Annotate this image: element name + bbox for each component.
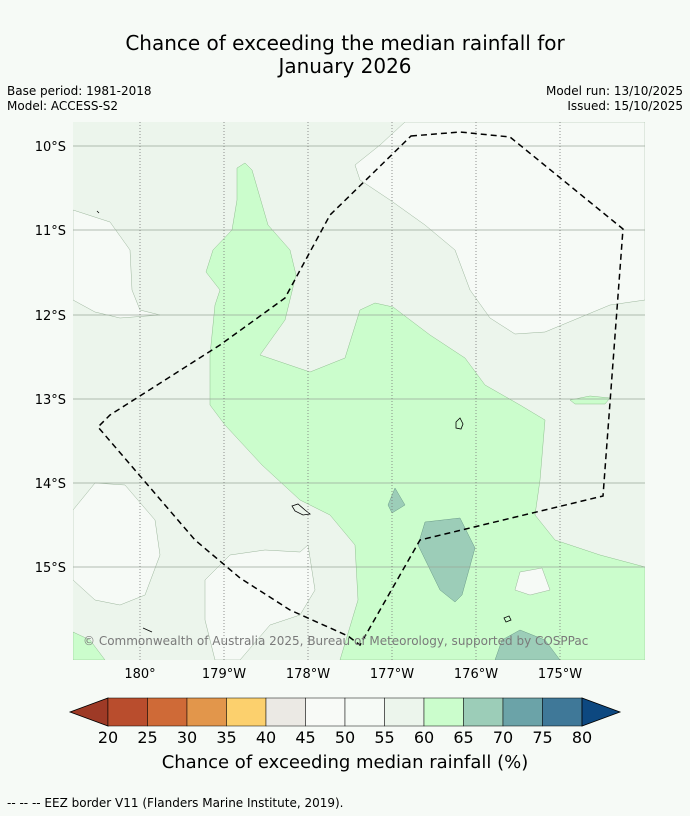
region-50-55-south — [204, 544, 316, 660]
colorbar-label: Chance of exceeding median rainfall (%) — [161, 752, 529, 773]
colorbar-bin — [344, 697, 385, 727]
chart-title: Chance of exceeding the median rainfall … — [0, 32, 690, 78]
colorbar-bin — [423, 697, 464, 727]
copyright-notice: © Commonwealth of Australia 2025, Bureau… — [83, 634, 588, 648]
lon-label-180: 180° — [124, 667, 155, 682]
colorbar-bin — [147, 697, 188, 727]
colorbar-tick-label: 75 — [532, 728, 553, 747]
colorbar-extend-high — [581, 697, 622, 727]
lon-label-175w: 175°W — [538, 667, 582, 682]
colorbar-bin — [107, 697, 148, 727]
base-period: Base period: 1981-2018 — [7, 84, 152, 98]
region-50-55-northwest — [73, 209, 161, 319]
colorbar-tick-label: 60 — [413, 728, 435, 747]
colorbar-tick-label: 50 — [334, 728, 356, 747]
colorbar-tick-label: 40 — [255, 728, 277, 747]
region-65-70-c — [494, 629, 561, 660]
colorbar-bin — [542, 697, 583, 727]
lat-tick-labels: 10°S 11°S 12°S 13°S 14°S 15°S — [35, 140, 66, 576]
colorbar-tick-labels: 20 25 30 35 40 45 50 55 60 65 70 75 80 — [0, 728, 690, 748]
colorbar-tick-label: 65 — [453, 728, 474, 747]
issued-date: Issued: 15/10/2025 — [567, 99, 683, 113]
lat-label-10s: 10°S — [35, 140, 66, 155]
lon-label-178w: 178°W — [286, 667, 330, 682]
land-island-a — [455, 417, 464, 430]
colorbar-bin — [265, 697, 306, 727]
lon-label-177w: 177°W — [370, 667, 414, 682]
land-island-b — [291, 503, 311, 516]
title-line-2: January 2026 — [278, 54, 412, 78]
region-50-55-island — [514, 567, 551, 596]
lat-label-15s: 15°S — [35, 561, 66, 576]
meta-left: Base period: 1981-2018 Model: ACCESS-S2 — [7, 84, 152, 114]
colorbar-bin — [226, 697, 267, 727]
eez-border — [96, 131, 624, 647]
title-line-1: Chance of exceeding the median rainfall … — [125, 31, 565, 55]
colorbar-bin — [305, 697, 346, 727]
region-50-55-northeast — [354, 122, 645, 335]
land-island-d — [142, 627, 153, 633]
region-60-65-southwest — [73, 631, 106, 660]
region-60-65-main — [205, 162, 645, 660]
region-50-55-west — [73, 482, 161, 606]
colorbar-tick-label: 30 — [176, 728, 198, 747]
lon-tick-labels: 180° 179°W 178°W 177°W 176°W 175°W — [124, 667, 582, 682]
lon-label-179w: 179°W — [202, 667, 246, 682]
colorbar-tick-label: 35 — [216, 728, 237, 747]
region-60-65-east — [569, 395, 611, 405]
lat-label-12s: 12°S — [35, 309, 66, 324]
region-65-70-a — [417, 517, 476, 603]
land-island-c — [503, 615, 512, 623]
colorbar-tick-label: 20 — [97, 728, 119, 747]
colorbar-tick-label: 45 — [295, 728, 316, 747]
colorbar-tick-label: 55 — [374, 728, 395, 747]
model-name: Model: ACCESS-S2 — [7, 99, 119, 113]
colorbar-tick-label: 80 — [571, 728, 593, 747]
land-island-e — [96, 210, 100, 214]
colorbar-tick-label: 25 — [137, 728, 158, 747]
colorbar-bin — [502, 697, 543, 727]
lon-label-176w: 176°W — [454, 667, 498, 682]
colorbar — [68, 697, 622, 727]
eez-legend-note: -- -- -- EEZ border V11 (Flanders Marine… — [7, 796, 344, 810]
lat-label-13s: 13°S — [35, 393, 66, 408]
model-run: Model run: 13/10/2025 — [545, 84, 683, 98]
lat-label-14s: 14°S — [35, 477, 66, 492]
colorbar-extend-low — [68, 697, 109, 727]
colorbar-tick-label: 70 — [492, 728, 514, 747]
colorbar-bin — [186, 697, 227, 727]
lat-gridlines — [73, 145, 645, 568]
lat-label-11s: 11°S — [35, 224, 66, 239]
meta-right: Model run: 13/10/2025 Issued: 15/10/2025 — [546, 84, 683, 114]
colorbar-bin — [384, 697, 425, 727]
colorbar-bin — [463, 697, 504, 727]
